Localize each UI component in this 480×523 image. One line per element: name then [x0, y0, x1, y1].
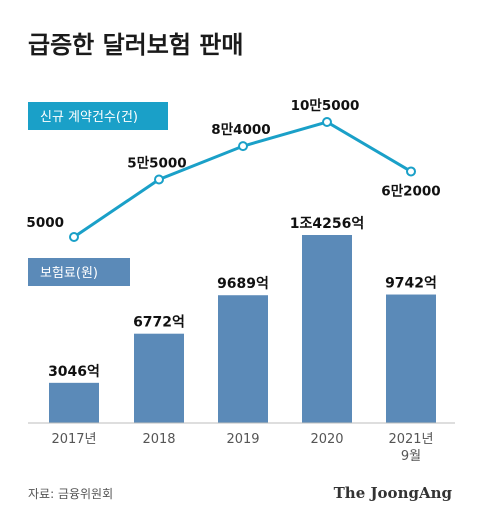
x-tick-4: 2021년	[388, 432, 433, 447]
x-tick-3: 2020	[310, 432, 343, 447]
legend-contracts-swatch	[28, 102, 168, 130]
bar-label-0: 3046억	[48, 364, 100, 380]
bar-label-4: 9742억	[385, 276, 437, 292]
line-layer: 5000 5만5000 8만4000 10만5000 6만2000	[26, 98, 441, 242]
bar-1	[134, 333, 184, 423]
line-point-0	[69, 232, 79, 242]
line-point-2	[238, 141, 248, 152]
x-tick-0: 2017년	[51, 432, 96, 447]
line-label-0: 5000	[26, 215, 64, 231]
legend-premium-label: 보험료(원)	[40, 266, 98, 281]
brand-logo: The JoongAng	[334, 484, 453, 502]
line-point-1	[154, 174, 164, 185]
x-axis-ticks: 2017년 2018 2019 2020 2021년 9월	[51, 432, 433, 464]
line-label-3: 10만5000	[291, 98, 360, 114]
legend-premium: 보험료(원)	[28, 258, 130, 286]
legend-premium-swatch	[28, 258, 130, 286]
x-tick-4-line1: 9월	[401, 449, 421, 464]
bar-2	[218, 295, 268, 423]
legend-contracts-label: 신규 계약건수(건)	[40, 110, 138, 125]
line-label-2: 8만4000	[211, 122, 270, 138]
line-label-1: 5만5000	[127, 156, 186, 172]
x-tick-1: 2018	[142, 432, 175, 447]
bar-4	[386, 294, 436, 423]
bar-label-1: 6772억	[133, 315, 185, 331]
line-point-3	[322, 117, 332, 127]
x-tick-2: 2019	[226, 432, 259, 447]
bar-label-3: 1조4256억	[290, 216, 364, 232]
bars-layer: 3046억 6772억 9689억 1조4256억 9742억	[48, 216, 437, 423]
legend-contracts: 신규 계약건수(건)	[28, 102, 168, 130]
line-label-4: 6만2000	[381, 183, 440, 199]
bar-3	[302, 235, 352, 423]
bar-label-2: 9689억	[217, 276, 269, 292]
line-point-4	[406, 166, 416, 177]
source-note: 자료: 금융위원회	[28, 487, 113, 501]
bar-0	[49, 382, 99, 423]
chart-title: 급증한 달러보험 판매	[28, 31, 243, 59]
